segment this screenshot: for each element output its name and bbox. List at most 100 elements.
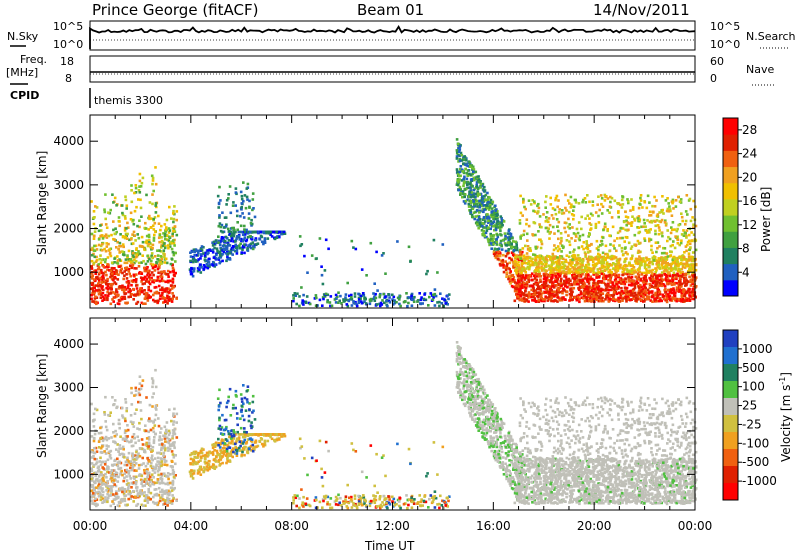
range-cell — [126, 254, 129, 257]
range-cell — [509, 278, 512, 282]
range-cell — [637, 278, 640, 281]
range-cell — [565, 209, 568, 212]
range-cell — [112, 277, 116, 280]
range-cell — [621, 203, 625, 206]
range-cell — [157, 277, 160, 281]
range-cell — [162, 232, 165, 235]
range-cell — [300, 286, 303, 289]
range-cell — [240, 251, 244, 254]
range-cell — [105, 245, 109, 248]
range-cell — [148, 214, 151, 218]
range-cell — [511, 236, 514, 240]
range-cell — [196, 267, 200, 270]
range-cell — [175, 233, 179, 237]
range-cell — [633, 269, 637, 272]
range-cell — [527, 224, 531, 228]
range-cell — [104, 258, 107, 261]
range-cell — [603, 222, 607, 226]
range-cell — [107, 263, 110, 267]
range-cell — [617, 291, 621, 295]
range-cell — [138, 191, 142, 194]
range-cell — [461, 170, 465, 173]
range-cell — [120, 286, 124, 289]
range-cell — [542, 298, 545, 301]
range-cell — [538, 286, 541, 289]
range-cell — [396, 296, 400, 300]
range-cell — [532, 294, 535, 297]
range-cell — [155, 290, 158, 294]
date-label: 14/Nov/2011 — [593, 1, 690, 19]
range-cell — [152, 228, 156, 231]
range-cell — [499, 233, 502, 236]
range-cell — [609, 294, 613, 297]
range-cell — [682, 290, 685, 294]
range-cell — [662, 278, 665, 282]
range-cell — [494, 256, 498, 260]
range-cell — [130, 184, 133, 187]
range-cell — [585, 285, 588, 288]
range-cell — [663, 288, 666, 292]
range-cell — [137, 265, 141, 268]
range-cell — [593, 297, 596, 300]
range-cell — [157, 299, 160, 303]
range-cell — [304, 300, 308, 304]
range-cell — [153, 286, 157, 289]
range-cell — [139, 185, 143, 188]
range-cell — [211, 244, 215, 247]
range-cell — [347, 299, 351, 303]
range-cell — [421, 302, 424, 305]
range-cell — [602, 228, 605, 232]
range-cell — [594, 290, 598, 294]
range-cell — [660, 277, 663, 280]
range-cell — [463, 180, 466, 183]
range-cell — [127, 290, 130, 294]
range-cell — [148, 282, 152, 286]
range-cell — [398, 298, 401, 301]
range-cell — [314, 294, 318, 297]
range-cell — [478, 205, 482, 209]
range-cell — [429, 292, 433, 295]
range-cell — [476, 190, 479, 193]
range-cell — [346, 281, 349, 285]
range-cell — [298, 304, 301, 308]
range-cell — [594, 257, 597, 261]
range-cell — [675, 286, 679, 289]
range-cell — [495, 243, 499, 246]
range-cell — [484, 231, 488, 235]
range-cell — [493, 228, 496, 232]
range-cell — [472, 195, 475, 198]
range-cell — [227, 197, 230, 200]
range-cell — [527, 199, 531, 202]
nsky-tick-bottom: 10^0 — [53, 38, 83, 51]
range-cell — [326, 299, 329, 302]
range-cell — [577, 268, 580, 272]
range-cell — [338, 299, 341, 303]
range-cell — [613, 263, 617, 266]
range-cell — [107, 211, 110, 214]
range-cell — [242, 238, 245, 241]
range-cell — [212, 242, 216, 246]
range-cell — [363, 300, 366, 303]
range-cell — [673, 294, 677, 298]
range-cell — [560, 250, 563, 253]
range-cell — [572, 286, 576, 290]
range-cell — [562, 245, 565, 249]
range-cell — [637, 242, 641, 245]
range-cell — [467, 205, 471, 208]
range-cell — [153, 269, 157, 272]
range-cell — [571, 266, 574, 269]
range-cell — [234, 240, 237, 243]
range-cell — [396, 240, 399, 243]
range-cell — [326, 300, 329, 304]
range-cell — [103, 247, 106, 251]
range-cell — [158, 263, 162, 266]
range-cell — [490, 202, 494, 206]
range-cell — [592, 269, 595, 272]
range-cell — [167, 246, 170, 250]
range-cell — [90, 283, 94, 286]
range-cell — [141, 176, 145, 180]
range-cell — [550, 291, 553, 295]
range-cell — [99, 248, 103, 252]
range-cell — [645, 269, 649, 273]
range-cell — [638, 298, 642, 301]
